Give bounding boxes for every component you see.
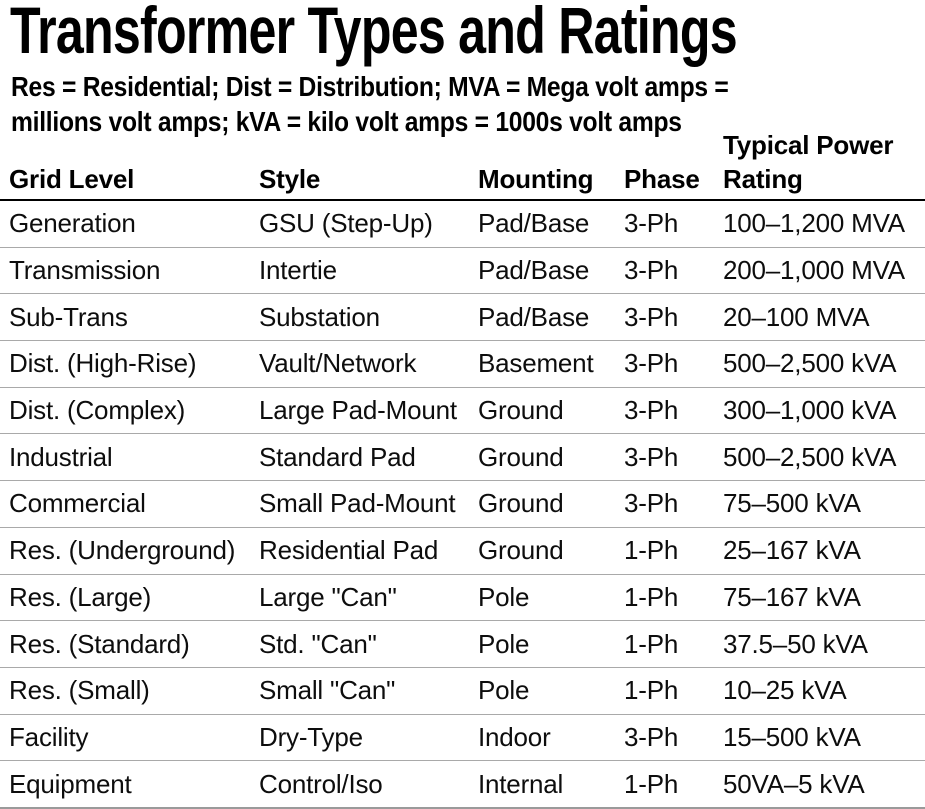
cell-rating: 25–167 kVA: [723, 527, 925, 575]
column-header-phase: Phase: [624, 125, 723, 201]
cell-style: Small Pad-Mount: [259, 480, 478, 528]
cell-rating: 20–100 MVA: [723, 293, 925, 342]
cell-grid-level: Commercial: [0, 480, 259, 528]
table-row: Dist. (Complex) Large Pad-Mount Ground 3-Ph…: [0, 387, 925, 435]
cell-phase: 3-Ph: [624, 433, 723, 482]
legend-text: Res = Residential; Dist = Distribution; …: [11, 69, 729, 139]
table-row: Dist. (High-Rise) Vault/Network Basement 3-…: [0, 340, 925, 388]
cell-mounting: Indoor: [478, 714, 624, 762]
table-row: Res. (Underground) Residential Pad Ground 1…: [0, 527, 925, 575]
cell-grid-level: Industrial: [0, 433, 259, 482]
page-title: Transformer Types and Ratings: [10, 0, 738, 67]
cell-mounting: Ground: [478, 527, 624, 575]
cell-grid-level: Transmission: [0, 247, 259, 295]
transformer-ratings-table: Grid Level Style Mounting Phase Typical …: [0, 125, 925, 809]
table-header-row: Grid Level Style Mounting Phase Typical …: [0, 125, 925, 201]
cell-style: Small "Can": [259, 667, 478, 715]
table-row: Generation GSU (Step-Up) Pad/Base 3-Ph 100–1…: [0, 200, 925, 248]
cell-grid-level: Res. (Small): [0, 667, 259, 715]
cell-grid-level: Facility: [0, 714, 259, 762]
cell-phase: 3-Ph: [624, 480, 723, 528]
cell-rating: 500–2,500 kVA: [723, 433, 925, 482]
table-row: Res. (Small) Small "Can" Pole 1-Ph 10–25 kVA: [0, 667, 925, 715]
cell-phase: 3-Ph: [624, 293, 723, 342]
cell-style: Substation: [259, 293, 478, 342]
cell-style: Large "Can": [259, 574, 478, 622]
cell-style: Large Pad-Mount: [259, 387, 478, 435]
cell-grid-level: Res. (Standard): [0, 620, 259, 668]
cell-phase: 1-Ph: [624, 620, 723, 668]
cell-phase: 3-Ph: [624, 247, 723, 295]
cell-grid-level: Res. (Large): [0, 574, 259, 622]
cell-mounting: Pad/Base: [478, 293, 624, 342]
cell-rating: 100–1,200 MVA: [723, 200, 925, 248]
cell-rating: 300–1,000 kVA: [723, 387, 925, 435]
cell-rating: 200–1,000 MVA: [723, 247, 925, 295]
cell-style: Residential Pad: [259, 527, 478, 575]
column-header-grid-level: Grid Level: [0, 125, 259, 201]
cell-style: Std. "Can": [259, 620, 478, 668]
cell-style: Standard Pad: [259, 433, 478, 482]
cell-phase: 3-Ph: [624, 340, 723, 388]
cell-phase: 1-Ph: [624, 574, 723, 622]
cell-grid-level: Equipment: [0, 760, 259, 809]
table-row: Transmission Intertie Pad/Base 3-Ph 200–1,00…: [0, 247, 925, 295]
cell-mounting: Pad/Base: [478, 200, 624, 248]
cell-rating: 500–2,500 kVA: [723, 340, 925, 388]
cell-mounting: Ground: [478, 433, 624, 482]
cell-rating: 10–25 kVA: [723, 667, 925, 715]
cell-rating: 75–167 kVA: [723, 574, 925, 622]
cell-rating: 50VA–5 kVA: [723, 760, 925, 809]
cell-phase: 3-Ph: [624, 200, 723, 248]
column-header-typical-power-rating: Typical Power Rating: [723, 125, 925, 201]
cell-phase: 1-Ph: [624, 527, 723, 575]
cell-mounting: Pad/Base: [478, 247, 624, 295]
table-row: Commercial Small Pad-Mount Ground 3-Ph 75–50…: [0, 480, 925, 528]
table-row: Res. (Standard) Std. "Can" Pole 1-Ph 37.5–50…: [0, 620, 925, 668]
table-row: Facility Dry-Type Indoor 3-Ph 15–500 kVA: [0, 714, 925, 762]
cell-style: Intertie: [259, 247, 478, 295]
cell-style: Control/Iso: [259, 760, 478, 809]
table-body: Generation GSU (Step-Up) Pad/Base 3-Ph 100–1…: [0, 200, 925, 809]
cell-mounting: Ground: [478, 480, 624, 528]
cell-phase: 3-Ph: [624, 387, 723, 435]
cell-rating: 37.5–50 kVA: [723, 620, 925, 668]
cell-mounting: Ground: [478, 387, 624, 435]
cell-mounting: Basement: [478, 340, 624, 388]
cell-rating: 15–500 kVA: [723, 714, 925, 762]
cell-mounting: Pole: [478, 667, 624, 715]
table-header: Grid Level Style Mounting Phase Typical …: [0, 125, 925, 201]
cell-grid-level: Sub-Trans: [0, 293, 259, 342]
cell-grid-level: Res. (Underground): [0, 527, 259, 575]
cell-rating: 75–500 kVA: [723, 480, 925, 528]
table-row: Sub-Trans Substation Pad/Base 3-Ph 20–100 MV…: [0, 293, 925, 342]
column-header-style: Style: [259, 125, 478, 201]
cell-style: GSU (Step-Up): [259, 200, 478, 248]
column-header-mounting: Mounting: [478, 125, 624, 201]
cell-mounting: Pole: [478, 574, 624, 622]
cell-phase: 1-Ph: [624, 760, 723, 809]
table-row: Equipment Control/Iso Internal 1-Ph 50VA–5 k…: [0, 760, 925, 809]
cell-grid-level: Dist. (Complex): [0, 387, 259, 435]
cell-phase: 1-Ph: [624, 667, 723, 715]
cell-grid-level: Generation: [0, 200, 259, 248]
cell-grid-level: Dist. (High-Rise): [0, 340, 259, 388]
cell-style: Dry-Type: [259, 714, 478, 762]
cell-style: Vault/Network: [259, 340, 478, 388]
legend-line-1: Res = Residential; Dist = Distribution; …: [11, 71, 729, 102]
cell-mounting: Internal: [478, 760, 624, 809]
table-row: Industrial Standard Pad Ground 3-Ph 500–2,50…: [0, 433, 925, 482]
table-row: Res. (Large) Large "Can" Pole 1-Ph 75–167 kV…: [0, 574, 925, 622]
cell-mounting: Pole: [478, 620, 624, 668]
cell-phase: 3-Ph: [624, 714, 723, 762]
